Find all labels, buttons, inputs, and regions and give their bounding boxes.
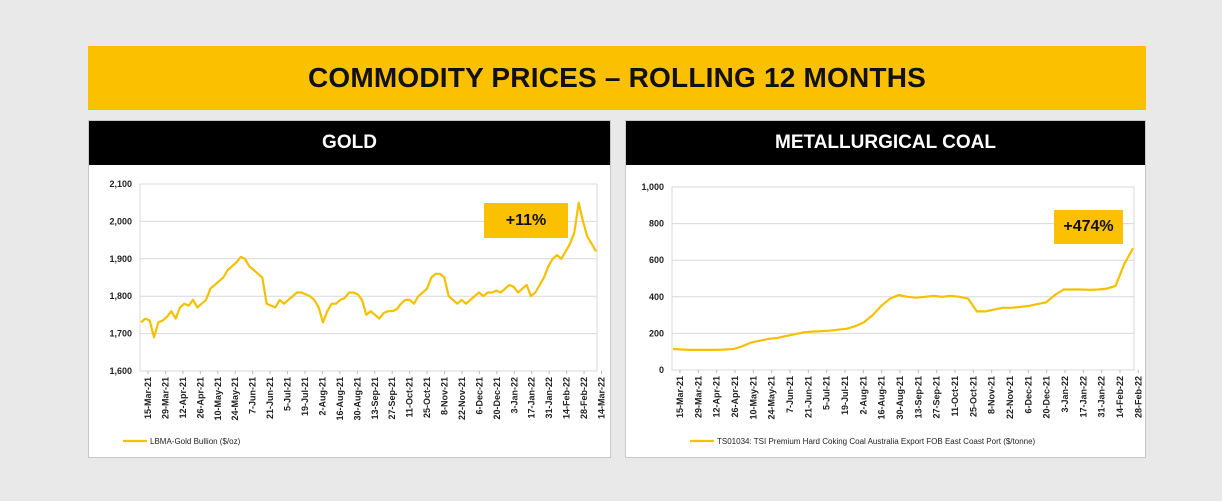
gold-x-tick-label: 26-Apr-21: [195, 377, 205, 419]
coal-x-tick-label: 20-Dec-21: [1042, 376, 1052, 419]
coal-x-tick-label: 6-Dec-21: [1023, 376, 1033, 414]
coal-legend-label: TS01034: TSI Premium Hard Coking Coal Au…: [717, 437, 1036, 446]
gold-change-callout: +11%: [484, 203, 568, 238]
gold-x-tick-label: 3-Jan-22: [509, 377, 519, 414]
gold-panel: GOLD 1,600 1,700 1,800 1,900 2,000 2,100 15-Ma…: [88, 120, 611, 458]
coal-x-tick-label: 12-Apr-21: [712, 376, 722, 418]
gold-x-tick-label: 10-May-21: [213, 377, 223, 421]
coal-x-tick-label: 16-Aug-21: [877, 376, 887, 420]
coal-x-tick-label: 15-Mar-21: [675, 376, 685, 418]
coal-x-tick-label: 5-Jul-21: [822, 376, 832, 410]
coal-y-tick-label: 200: [649, 328, 664, 338]
gold-x-tick-label: 8-Nov-21: [440, 377, 450, 415]
coal-x-tick-label: 25-Oct-21: [968, 376, 978, 417]
gold-x-tick-label: 7-Jun-21: [248, 377, 258, 414]
coal-chart: 0 200 400 600 800 1,000 15-Mar-21 29-Mar-21 12-A…: [641, 182, 1143, 446]
gold-x-tick-label: 2-Aug-21: [317, 377, 327, 416]
gold-panel-title: GOLD: [89, 121, 610, 165]
gold-x-tick-label: 27-Sep-21: [387, 377, 397, 420]
gold-x-tick-label: 25-Oct-21: [422, 377, 432, 418]
gold-y-tick-label: 1,600: [109, 366, 132, 376]
gold-x-tick-label: 30-Aug-21: [352, 377, 362, 421]
coal-x-tick-label: 14-Feb-22: [1115, 376, 1125, 418]
coal-panel: METALLURGICAL COAL 0 200 400 600 800 1,000 15-…: [625, 120, 1146, 458]
coal-x-tick-label: 24-May-21: [767, 376, 777, 420]
coal-y-tick-label: 400: [649, 292, 664, 302]
gold-x-tick-label: 12-Apr-21: [178, 377, 188, 419]
coal-y-tick-label: 0: [659, 365, 664, 375]
coal-change-callout: +474%: [1054, 210, 1123, 244]
gold-chart: 1,600 1,700 1,800 1,900 2,000 2,100 15-Mar-21 2…: [109, 179, 607, 446]
gold-x-tick-label: 21-Jun-21: [265, 377, 275, 419]
coal-x-tick-label: 19-Jul-21: [840, 376, 850, 415]
page-banner: COMMODITY PRICES – ROLLING 12 MONTHS: [88, 46, 1146, 110]
gold-x-tick-label: 14-Feb-22: [562, 377, 572, 419]
gold-x-tick-label: 29-Mar-21: [160, 377, 170, 419]
gold-x-tick-label: 20-Dec-21: [492, 377, 502, 420]
gold-x-tick-label: 17-Jan-22: [527, 377, 537, 419]
coal-x-tick-label: 21-Jun-21: [803, 376, 813, 418]
coal-x-tick-label: 26-Apr-21: [730, 376, 740, 418]
gold-y-tick-label: 1,700: [109, 329, 132, 339]
coal-x-tick-label: 17-Jan-22: [1078, 376, 1088, 418]
coal-x-tick-label: 31-Jan-22: [1097, 376, 1107, 418]
coal-x-tick-label: 29-Mar-21: [693, 376, 703, 418]
gold-x-tick-label: 13-Sep-21: [370, 377, 380, 420]
coal-x-tick-label: 28-Feb-22: [1133, 376, 1143, 418]
gold-y-tick-label: 2,100: [109, 179, 132, 189]
gold-x-tick-label: 15-Mar-21: [143, 377, 153, 419]
coal-panel-title: METALLURGICAL COAL: [626, 121, 1145, 165]
gold-x-tick-label: 16-Aug-21: [335, 377, 345, 421]
coal-x-tick-label: 11-Oct-21: [950, 376, 960, 417]
coal-x-tick-label: 27-Sep-21: [932, 376, 942, 419]
coal-series-line: [672, 247, 1134, 351]
gold-x-tick-label: 6-Dec-21: [474, 377, 484, 415]
gold-x-tick-label: 24-May-21: [230, 377, 240, 421]
coal-x-tick-label: 30-Aug-21: [895, 376, 905, 420]
gold-y-tick-label: 1,900: [109, 254, 132, 264]
gold-x-tick-label: 28-Feb-22: [579, 377, 589, 419]
coal-x-tick-label: 8-Nov-21: [987, 376, 997, 414]
gold-x-tick-label: 11-Oct-21: [405, 377, 415, 418]
gold-x-tick-label: 22-Nov-21: [457, 377, 467, 420]
coal-x-tick-label: 7-Jun-21: [785, 376, 795, 413]
coal-x-tick-label: 22-Nov-21: [1005, 376, 1015, 419]
gold-y-tick-label: 2,000: [109, 216, 132, 226]
coal-y-tick-label: 800: [649, 219, 664, 229]
gold-legend-label: LBMA-Gold Bullion ($/oz): [150, 437, 241, 446]
coal-x-tick-label: 3-Jan-22: [1060, 376, 1070, 413]
gold-x-tick-label: 5-Jul-21: [283, 377, 293, 411]
coal-y-tick-label: 600: [649, 255, 664, 265]
banner-title: COMMODITY PRICES – ROLLING 12 MONTHS: [307, 62, 927, 93]
coal-y-tick-label: 1,000: [641, 182, 664, 192]
coal-x-tick-label: 10-May-21: [748, 376, 758, 420]
coal-x-tick-label: 2-Aug-21: [858, 376, 868, 415]
gold-x-tick-label: 31-Jan-22: [544, 377, 554, 419]
gold-x-tick-label: 14-Mar-22: [597, 377, 607, 419]
gold-x-tick-label: 19-Jul-21: [300, 377, 310, 416]
coal-x-tick-label: 13-Sep-21: [913, 376, 923, 419]
gold-series-line: [140, 201, 597, 339]
gold-y-tick-label: 1,800: [109, 291, 132, 301]
